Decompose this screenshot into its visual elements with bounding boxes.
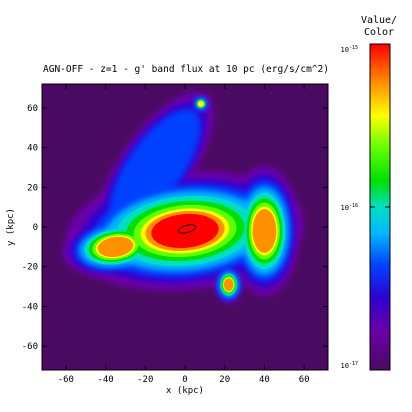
- x-tick-label: -20: [137, 375, 153, 385]
- y-tick-label: 60: [27, 104, 38, 114]
- colorbar-tick-label: 10-15: [341, 45, 358, 54]
- x-tick-label: -40: [97, 375, 113, 385]
- colorbar-tick-label: 10-16: [341, 203, 358, 212]
- colorbar-title-line1: Value/: [361, 15, 397, 26]
- tidal-tail-contour: [109, 109, 201, 226]
- y-tick-label: 20: [27, 183, 38, 193]
- north-clump-contour: [197, 100, 204, 107]
- x-tick-label: -60: [58, 375, 74, 385]
- y-axis-label: y (kpc): [6, 208, 16, 246]
- y-tick-label: -60: [22, 342, 38, 352]
- east-companion-contour: [252, 209, 277, 253]
- colorbar-gradient: [370, 44, 390, 370]
- y-tick-label: 0: [33, 223, 38, 233]
- x-axis-label: x (kpc): [166, 386, 204, 396]
- x-axis: -60 -40 -20 0 20 40 60: [58, 84, 310, 385]
- central-galaxy-contour: [151, 213, 219, 249]
- x-tick-label: 0: [182, 375, 187, 385]
- colorbar-title-line2: Color: [364, 27, 394, 38]
- colorbar-tick-label: 10-17: [341, 361, 358, 370]
- south-clump-contour: [223, 278, 234, 291]
- colorbar: Value/ Color 10-15 10-16 10-17: [341, 15, 397, 371]
- west-companion-contour: [97, 236, 134, 258]
- y-axis: -60 -40 -20 0 20 40 60: [22, 104, 328, 352]
- x-tick-label: 20: [219, 375, 230, 385]
- central-core-contour: [177, 224, 197, 234]
- y-tick-label: 40: [27, 144, 38, 154]
- y-tick-label: -20: [22, 263, 38, 273]
- chart-title: AGN-OFF - z=1 - g' band flux at 10 pc (e…: [43, 64, 329, 75]
- heatmap-plot: [41, 83, 329, 371]
- x-tick-label: 40: [259, 375, 270, 385]
- x-tick-label: 60: [299, 375, 310, 385]
- y-tick-label: -40: [22, 302, 38, 312]
